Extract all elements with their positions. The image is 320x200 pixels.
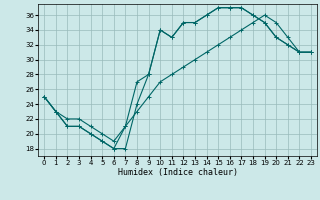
X-axis label: Humidex (Indice chaleur): Humidex (Indice chaleur) xyxy=(118,168,238,177)
